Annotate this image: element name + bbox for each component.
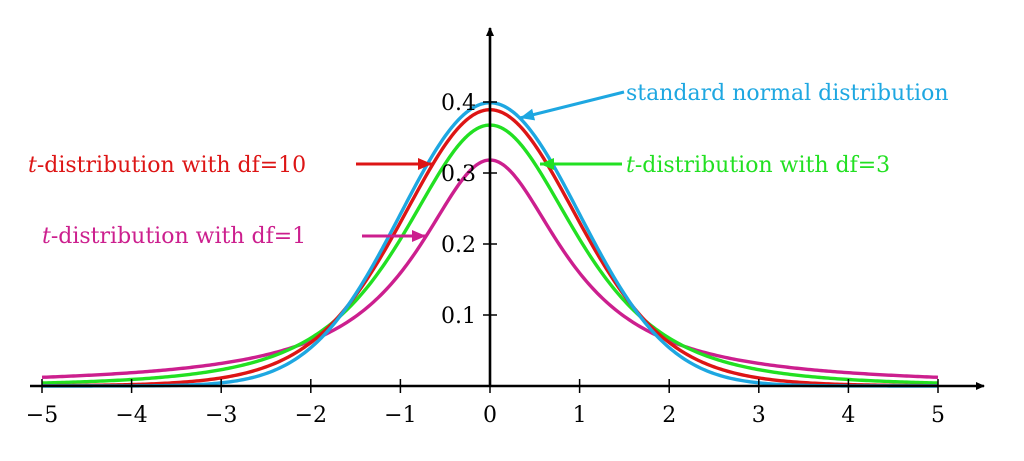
x-tick-label: −1 [384,403,416,428]
x-tick-label: −2 [295,403,327,428]
label-t10: t-distribution with df=10 [28,153,306,178]
x-tick-label: −3 [205,403,237,428]
pointer-normal [519,90,625,120]
pointer-head-t10 [418,158,432,170]
x-tick-label: 1 [573,403,587,428]
x-tick-label: 2 [662,403,676,428]
y-tick-label: 0.4 [441,91,476,116]
x-tick-label: 0 [483,403,497,428]
pointer-head-t1 [412,230,426,242]
x-tick-label: −5 [26,403,58,428]
y-tick-label: 0.2 [441,233,476,258]
label-t1: t-distribution with df=1 [42,224,306,249]
ticks-group: −5 −4 −3 −2 −1 0 1 2 3 4 5 0.1 0.2 0.3 0.4 [26,91,945,428]
x-tick-label: −4 [115,403,147,428]
axes-group [30,27,985,390]
x-tick-label: 5 [931,403,945,428]
annotations-group: t-distribution with df=1 t-distribution w… [28,81,949,249]
x-tick-label: 3 [752,403,766,428]
pointer-head-normal [520,108,536,121]
label-normal: standard normal distribution [626,81,949,106]
x-tick-label: 4 [841,403,855,428]
y-tick-label: 0.3 [441,162,476,187]
label-t3: t-distribution with df=3 [626,153,890,178]
pointer-head-t3 [540,158,554,170]
y-tick-label: 0.1 [441,304,476,329]
